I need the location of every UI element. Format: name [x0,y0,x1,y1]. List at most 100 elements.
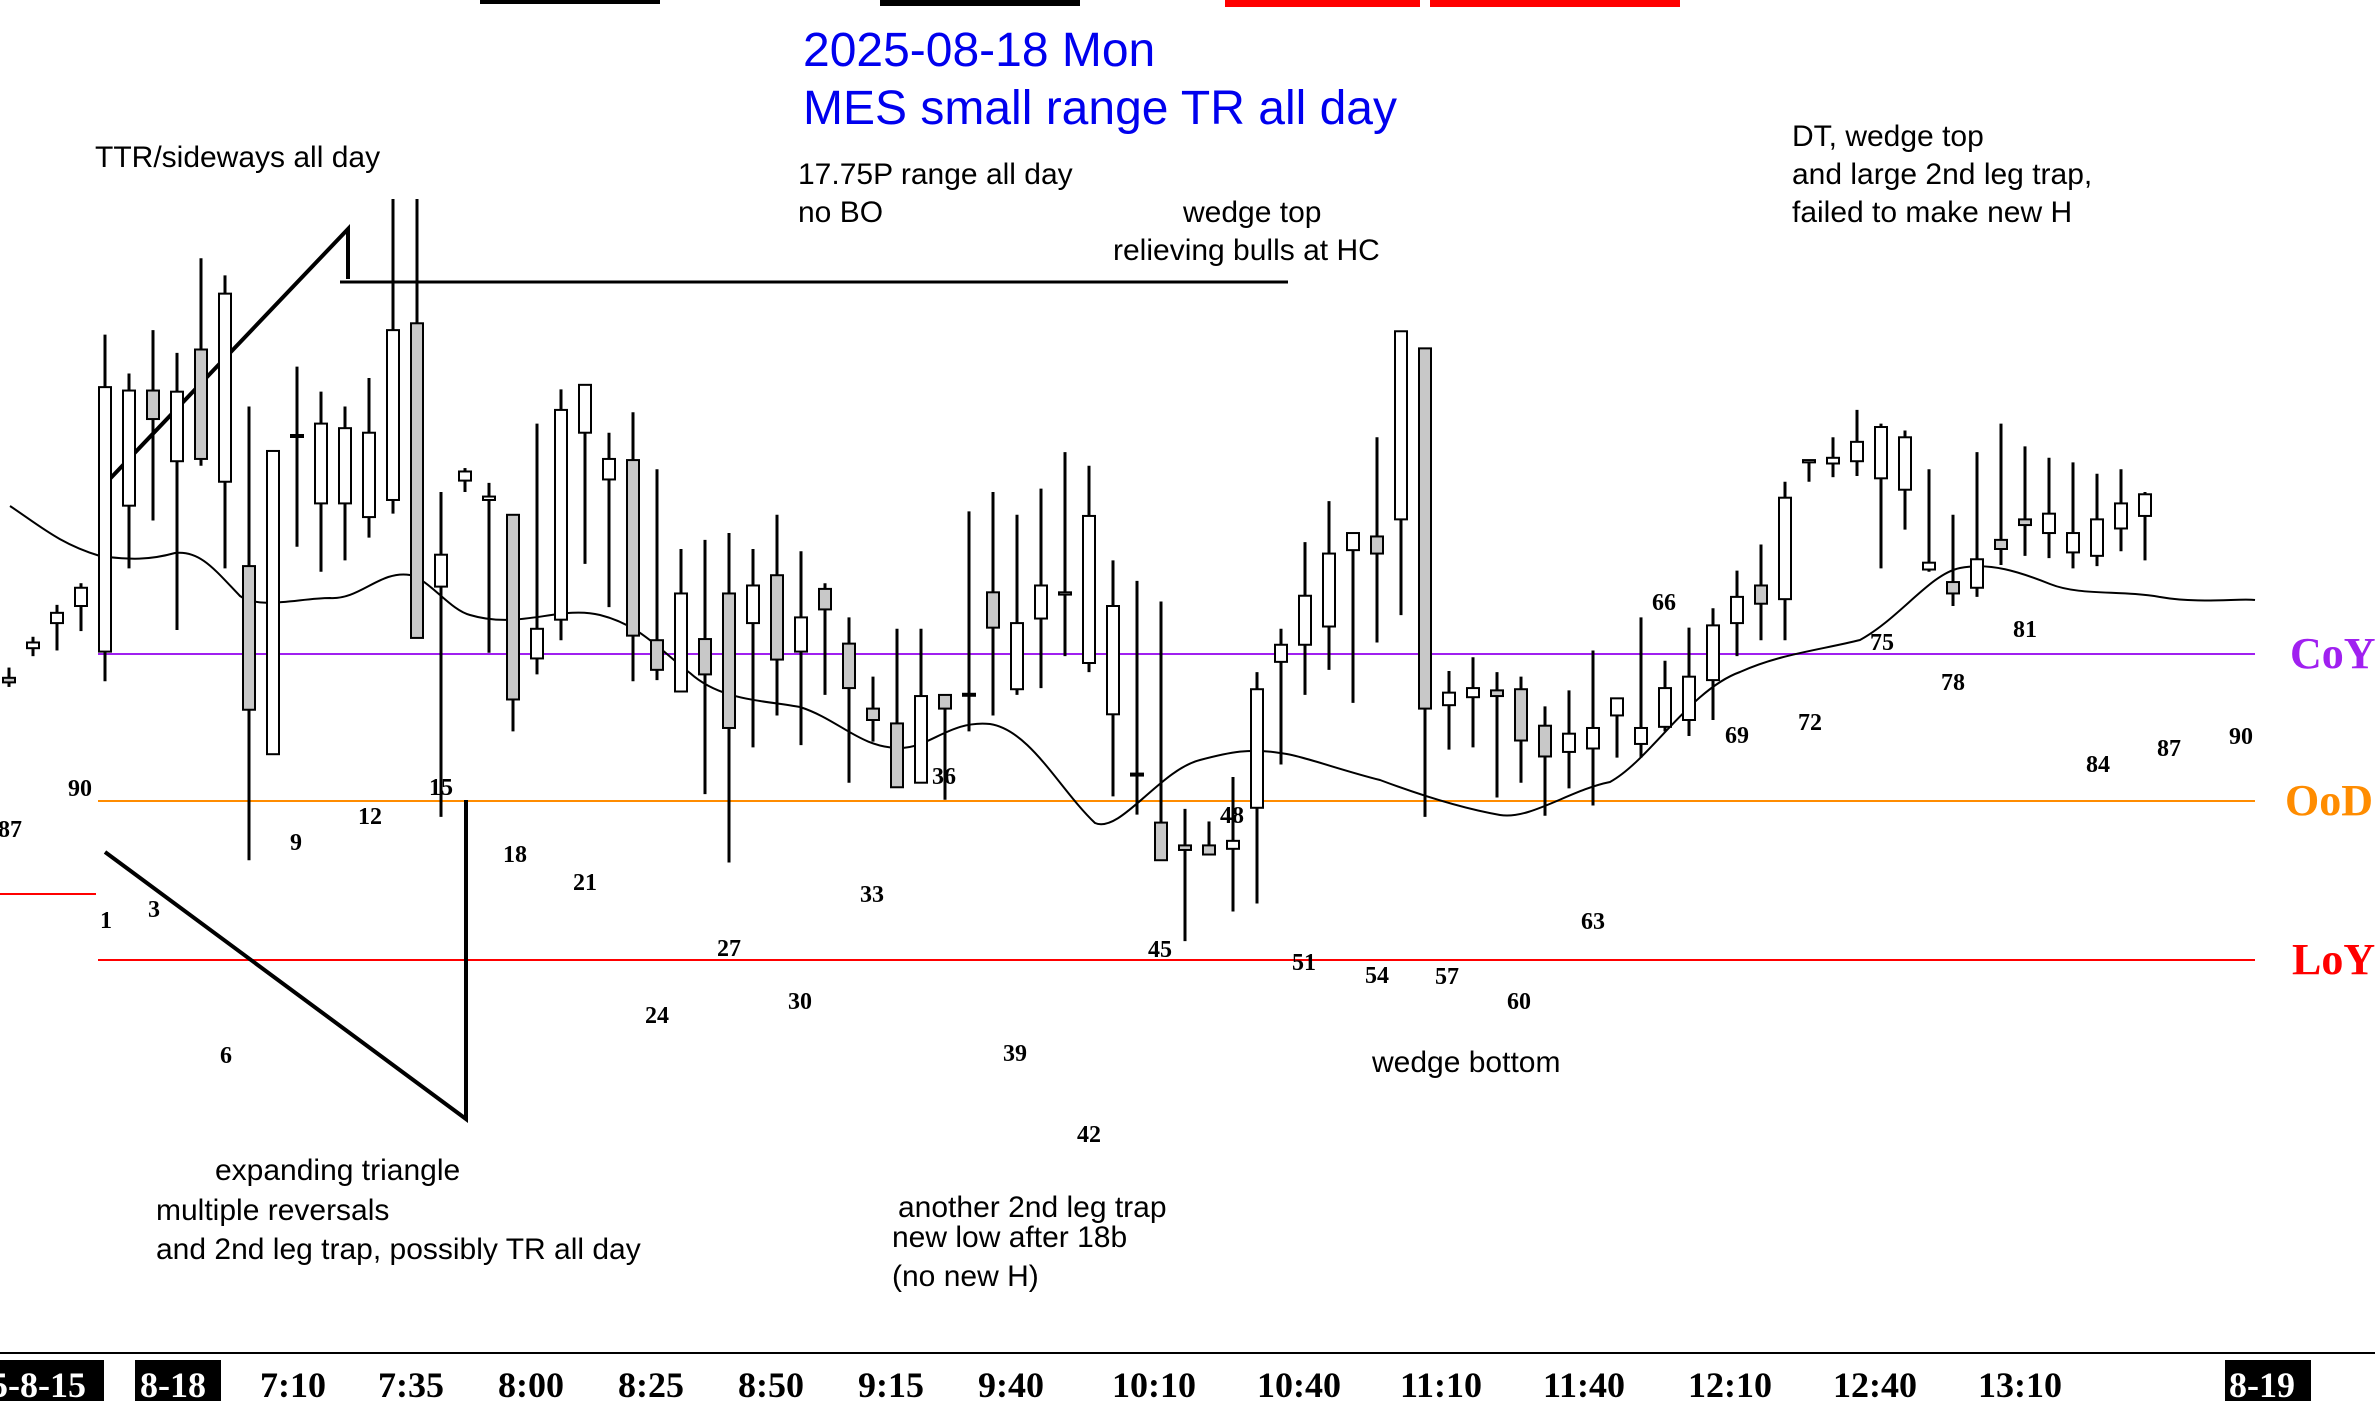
candle-body [338,427,352,505]
candle-body [1514,688,1528,742]
candle-body [1082,514,1096,664]
candle-body [722,592,736,729]
x-tick-label: 9:15 [858,1365,924,1401]
drawn-trendlines [103,224,1288,1123]
annotation-second-leg-line-1: another 2nd leg trap [898,1191,1167,1224]
header-block-black [880,0,1080,6]
candle-body [1322,552,1336,628]
candle-body [290,434,304,438]
candles [2,199,2152,942]
annotation-exp-triangle-line-3: and 2nd leg trap, possibly TR all day [156,1233,641,1266]
candle-body [1370,535,1384,555]
bar-label: 21 [573,870,597,896]
candle-body [2018,518,2032,527]
bar-label: 18 [503,842,527,868]
candle-body [2066,532,2080,554]
candle-body [1730,595,1744,625]
candle-body [650,639,664,671]
candle-body [1034,584,1048,620]
candle-body [2,676,16,684]
candle-body [1250,688,1264,809]
candle-body [1538,724,1552,758]
bar-label: 87 [2157,736,2181,762]
candle-body [242,565,256,711]
bar-label: 24 [645,1003,669,1029]
annotation-wedge-top-line-2: relieving bulls at HC [1113,234,1380,267]
bar-label: 39 [1003,1041,1027,1067]
annotation-wedge-top-line-1: wedge top [1182,196,1321,229]
candle-body [458,470,472,482]
candle-body [578,383,592,434]
x-tick-label: 8:50 [738,1365,804,1401]
candle-body [1226,839,1240,850]
x-tick-label: 8-19 [2229,1365,2295,1401]
bar-label: 78 [1941,670,1965,696]
header-bracket-mark [480,0,660,4]
candle-body [530,627,544,660]
candle-body [1466,687,1480,699]
candle-body [698,638,712,676]
bar-label: 63 [1581,909,1605,935]
bar-label: 69 [1725,723,1749,749]
x-tick-label: 8:00 [498,1365,564,1401]
candle-body [818,587,832,611]
candle-body [1562,732,1576,753]
candle-body [1898,436,1912,491]
candle-body [554,408,568,621]
candle-body [1178,844,1192,851]
expanding-triangle-upper [103,224,350,486]
candle-body [962,692,976,697]
annotation-exp-triangle-line-1: expanding triangle [215,1154,460,1187]
bar-label: 48 [1220,803,1244,829]
bar-label: 12 [358,804,382,830]
expanding-triangle-lower [103,800,468,1123]
bar-label: 90 [68,776,92,802]
annotation-exp-triangle-line-2: multiple reversals [156,1194,389,1227]
candle-body [1106,605,1120,716]
x-tick-label: 9:40 [978,1365,1044,1401]
candle-body [410,322,424,639]
candle-body [314,422,328,505]
x-tick-label: 13:10 [1978,1365,2062,1401]
candle-body [362,431,376,519]
candle-body [1490,689,1504,698]
coy-label: CoY [2290,629,2375,678]
bar-label: 36 [932,764,956,790]
x-tick-label: 11:10 [1400,1365,1482,1401]
x-tick-label: 8:25 [618,1365,684,1401]
candle-body [2138,493,2152,517]
candle-body [1418,347,1432,710]
candle-body [1010,622,1024,691]
candle-body [1802,459,1816,464]
bar-label: 45 [1148,937,1172,963]
bar-label: 90 [2229,724,2253,750]
candle-body [938,693,952,710]
bar-label: 84 [2086,752,2110,778]
x-tick-label: 11:40 [1543,1365,1625,1401]
annotation-range-line-1: 17.75P range all day [798,158,1073,191]
candle-body [1394,330,1408,521]
candle-body [602,457,616,481]
candle-body [506,513,520,701]
annotations: TTR/sideways all day 17.75P range all da… [95,120,2092,1293]
candle-body [1202,844,1216,856]
candle-body [170,390,184,463]
bar-label: 15 [429,775,453,801]
candle-body [1058,591,1072,596]
x-tick-label: 8-18 [140,1365,206,1401]
candle-body [842,642,856,690]
chart-title-line-1: 2025-08-18 Mon [803,24,1155,77]
candle-body [1970,558,1984,589]
candle-body [626,459,640,637]
bar-label: 30 [788,989,812,1015]
annotation-dt-line-3: failed to make new H [1792,196,2072,229]
candle-body [986,591,1000,629]
candle-body [794,616,808,653]
candle-body [1298,594,1312,646]
annotation-ttr: TTR/sideways all day [95,141,380,174]
candle-body [746,584,760,625]
bar-label: 57 [1435,964,1459,990]
candle-body [1682,675,1696,721]
candle-body [1658,687,1672,728]
